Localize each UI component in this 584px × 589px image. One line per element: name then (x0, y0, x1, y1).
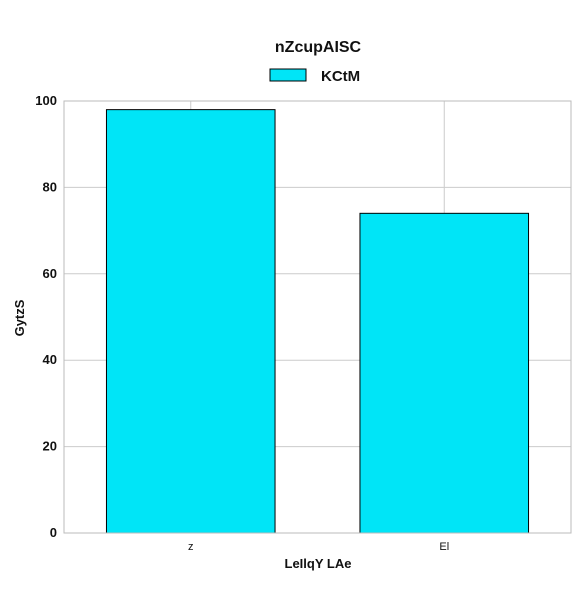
y-tick-label: 60 (43, 266, 57, 281)
y-tick-label: 80 (43, 179, 57, 194)
x-tick-label: z (188, 541, 194, 553)
legend-swatch (269, 68, 307, 82)
y-tick-label: 20 (43, 439, 57, 454)
y-axis-label: GytzS (12, 299, 27, 336)
bar-El (359, 212, 530, 534)
bars (105, 109, 530, 534)
legend-label: KCtM (321, 68, 360, 85)
y-tick-label: 0 (50, 525, 57, 540)
bar-z (105, 109, 276, 534)
x-axis-label: LeIlqY LAe (285, 556, 352, 571)
y-axis-ticks: 0 20 40 60 80 100 (35, 93, 57, 540)
x-axis-ticks: z El (188, 541, 449, 553)
chart-title: nZcupAISC (275, 39, 362, 56)
x-tick-label: El (439, 541, 449, 553)
y-tick-label: 100 (35, 93, 57, 108)
y-tick-label: 40 (43, 352, 57, 367)
plot-frame (63, 100, 572, 534)
legend: KCtM (269, 68, 360, 85)
